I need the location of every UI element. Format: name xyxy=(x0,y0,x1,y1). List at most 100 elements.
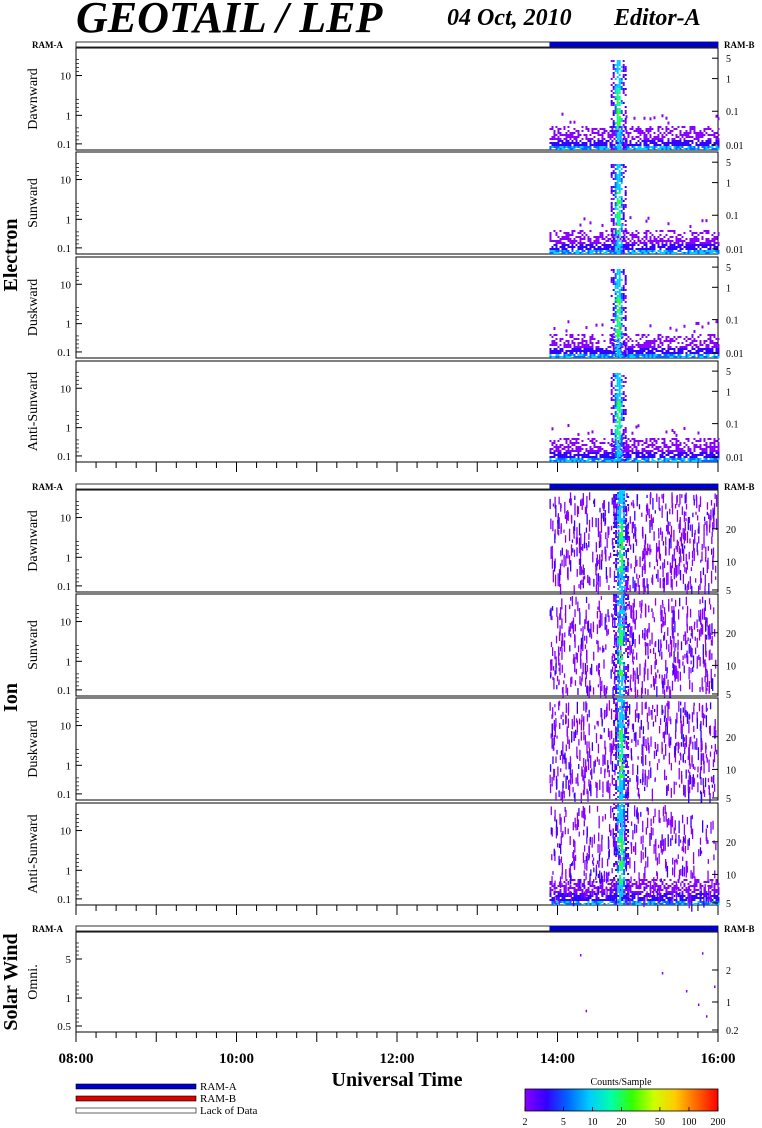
spectrum-cell xyxy=(673,350,676,352)
spectrum-cell xyxy=(673,354,676,356)
spectrum-cell xyxy=(653,456,656,458)
spectrum-cell xyxy=(663,250,666,252)
spectrum-cell xyxy=(658,547,661,559)
spectrum-cell xyxy=(678,563,680,575)
spectrum-cell xyxy=(701,252,704,254)
spectrum-cell xyxy=(612,238,615,240)
spectrum-cell xyxy=(653,116,656,120)
spectrum-cell xyxy=(616,291,619,293)
spectrum-cell xyxy=(600,534,602,548)
spectrum-cell xyxy=(557,136,560,138)
spectrum-cell xyxy=(567,424,570,428)
spectrum-cell xyxy=(625,602,628,604)
spectrum-cell xyxy=(623,546,626,548)
spectrum-cell xyxy=(583,444,586,446)
spectrum-cell xyxy=(636,573,638,579)
spectrum-cell xyxy=(566,687,569,697)
spectrum-cell xyxy=(623,568,626,570)
spectrum-cell xyxy=(625,568,628,570)
spectrum-cell xyxy=(614,429,617,431)
spectrum-cell xyxy=(620,325,623,327)
spectrum-cell xyxy=(599,144,602,146)
spectrum-cell xyxy=(621,496,624,498)
spectrum-cell xyxy=(577,252,580,254)
spectrum-cell xyxy=(603,132,606,134)
spectrum-cell xyxy=(587,348,590,350)
spectrum-cell xyxy=(621,538,624,540)
spectrum-cell xyxy=(667,132,670,134)
spectrum-cell xyxy=(591,336,594,338)
spectrum-cell xyxy=(563,244,566,246)
left-tick-label: 1 xyxy=(66,319,72,331)
spectrum-cell xyxy=(711,460,714,462)
spectrum-cell xyxy=(621,600,624,602)
spectrum-cell xyxy=(697,454,700,456)
ram-b-label: RAM-B xyxy=(724,924,755,934)
spectrum-cell xyxy=(579,140,582,142)
spectrum-cell xyxy=(704,600,706,612)
spectrum-cell xyxy=(627,525,629,534)
spectrum-cell xyxy=(703,230,706,232)
spectrum-cell xyxy=(616,437,619,439)
spectrum-cell xyxy=(618,385,621,387)
spectrum-cell xyxy=(617,660,620,662)
spectrum-cell xyxy=(669,346,672,348)
spectrum-cell xyxy=(657,244,660,246)
spectrum-cell xyxy=(717,140,720,142)
spectrum-cell xyxy=(625,526,628,528)
spectrum-cell xyxy=(687,136,690,138)
spectrum-cell xyxy=(701,325,704,329)
spectrum-cell xyxy=(632,661,634,665)
spectrum-cell xyxy=(691,136,694,138)
spectrum-cell xyxy=(690,632,692,637)
spectrum-cell xyxy=(613,562,616,564)
spectrum-cell xyxy=(622,138,625,140)
spectrum-cell xyxy=(643,116,646,120)
spectrum-cell xyxy=(551,352,554,354)
spectrum-cell xyxy=(635,248,638,250)
spectrum-cell xyxy=(657,136,660,138)
spectrum-cell xyxy=(614,194,617,196)
spectrum-cell xyxy=(655,350,658,352)
spectrum-cell xyxy=(687,252,690,254)
spectrum-cell xyxy=(617,670,620,672)
spectrum-cell xyxy=(569,240,572,242)
spectrum-cell xyxy=(693,238,696,240)
spectrum-cell xyxy=(557,454,560,456)
spectrum-cell xyxy=(622,459,625,461)
spectrum-cell xyxy=(616,68,619,70)
spectrum-cell xyxy=(597,148,600,150)
spectrum-cell xyxy=(663,452,666,454)
spectrum-cell xyxy=(619,492,622,494)
spectrum-cell xyxy=(557,522,559,535)
spectrum-cell xyxy=(657,344,660,346)
spectrum-cell xyxy=(675,433,678,437)
spectrum-cell xyxy=(587,238,590,240)
spectrum-cell xyxy=(635,610,638,620)
spectrum-cell xyxy=(624,240,627,242)
spectrum-cell xyxy=(669,248,672,250)
spectrum-cell xyxy=(559,350,562,352)
spectrum-cell xyxy=(613,502,616,504)
spectrum-cell xyxy=(620,459,623,461)
spectrum-cell xyxy=(611,140,614,142)
spectrum-cell xyxy=(574,680,577,686)
spectrum-cell xyxy=(624,289,627,291)
spectrum-cell xyxy=(618,453,621,455)
spectrum-cell xyxy=(619,640,622,642)
spectrum-cell xyxy=(609,126,612,128)
spectrum-cell xyxy=(669,456,672,458)
spectrum-cell xyxy=(618,445,621,447)
spectrum-cell xyxy=(605,549,607,562)
spectrum-cell xyxy=(616,252,619,254)
spectrum-cell xyxy=(581,250,584,252)
spectrum-cell xyxy=(697,146,700,148)
spectrum-cell xyxy=(620,449,623,451)
spectrum-cell xyxy=(574,660,576,673)
spectrum-cell xyxy=(635,234,638,236)
spectrum-cell xyxy=(635,583,637,587)
spectrum-cell xyxy=(709,515,711,528)
spectrum-cell xyxy=(618,409,621,411)
spectrum-cell xyxy=(709,446,712,448)
spectrum-cell xyxy=(557,450,560,452)
